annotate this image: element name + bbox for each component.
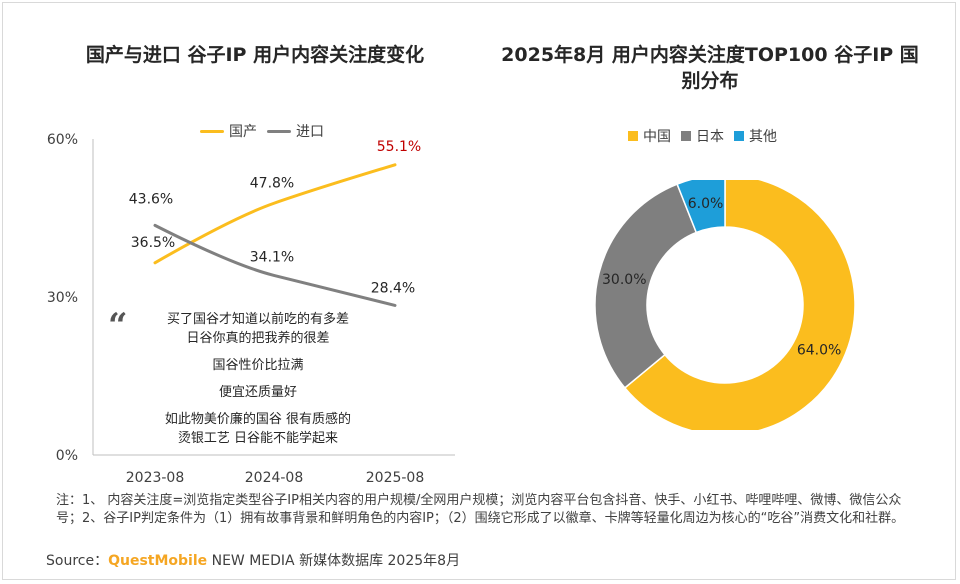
quote-line: 便宜还质量好 — [218, 385, 297, 400]
source-label: Source： — [46, 553, 109, 569]
quote-mark-icon: “ — [108, 306, 128, 346]
source-brand-logo: QuestMobile — [108, 553, 208, 569]
slice-label: 64.0% — [797, 342, 841, 358]
legend-label-imported: 进口 — [296, 124, 324, 140]
quote-group-4: 如此物美价廉的国谷 很有质感的 烫银工艺 日谷能不能学起来 — [108, 410, 408, 448]
legend-item-japan: 日本 — [681, 126, 724, 146]
quote-line: 买了国谷才知道以前吃的有多差 — [166, 312, 349, 327]
y-tick-label: 60% — [47, 132, 78, 148]
quote-line: 烫银工艺 日谷能不能学起来 — [177, 431, 339, 446]
legend-label-domestic: 国产 — [229, 124, 257, 140]
slice-label: 30.0% — [602, 272, 646, 288]
line-chart-legend: 国产 进口 — [200, 121, 334, 141]
data-label: 28.4% — [371, 280, 415, 296]
y-tick-label: 0% — [56, 448, 78, 464]
line-chart-title: 国产与进口 谷子IP 用户内容关注度变化 — [85, 44, 425, 66]
quote-line: 国谷性价比拉满 — [212, 358, 304, 373]
slice-japan — [594, 183, 698, 389]
slice-other — [676, 180, 726, 234]
data-label: 55.1% — [377, 139, 421, 155]
legend-swatch-china — [628, 131, 638, 141]
legend-swatch-other — [734, 131, 744, 141]
data-label: 36.5% — [131, 235, 175, 251]
legend-swatch-imported — [267, 129, 291, 133]
data-label: 34.1% — [250, 249, 294, 265]
series-line-imported — [153, 223, 397, 307]
line-chart-axes — [92, 139, 455, 456]
quote-line: 日谷你真的把我养的很差 — [186, 331, 330, 346]
legend-item-domestic: 国产 — [200, 121, 257, 141]
series-line-domestic — [153, 163, 397, 265]
legend-label-japan: 日本 — [696, 129, 724, 145]
slice-china — [623, 180, 856, 430]
legend-swatch-domestic — [200, 129, 224, 133]
x-tick-label: 2023-08 — [126, 470, 185, 486]
donut-chart-title: 2025年8月 用户内容关注度TOP100 谷子IP 国别分布 — [501, 44, 919, 92]
donut-chart-legend: 中国 日本 其他 — [628, 126, 787, 146]
x-tick-label: 2025-08 — [366, 470, 425, 486]
slice-label: 6.0% — [688, 196, 724, 212]
quote-group-1: 买了国谷才知道以前吃的有多差 日谷你真的把我养的很差 — [108, 310, 408, 348]
data-label: 43.6% — [129, 191, 173, 207]
legend-swatch-japan — [681, 131, 691, 141]
legend-label-other: 其他 — [749, 129, 777, 145]
donut-chart: 64.0% 30.0% 6.0% — [594, 180, 856, 430]
source-detail: NEW MEDIA 新媒体数据库 2025年8月 — [207, 553, 461, 569]
footnote: 注：1、 内容关注度=浏览指定类型谷子IP相关内容的用户规模/全网用户规模；浏览… — [56, 493, 905, 526]
source-line: Source：QuestMobile NEW MEDIA 新媒体数据库 2025… — [46, 550, 460, 570]
legend-item-china: 中国 — [628, 126, 671, 146]
line-chart: 60% 30% 0% 2023-08 2024-08 2025-08 36.5% 47.8… — [47, 132, 455, 486]
quote-line: 如此物美价廉的国谷 很有质感的 — [164, 412, 352, 427]
legend-label-china: 中国 — [643, 129, 671, 145]
x-tick-label: 2024-08 — [245, 470, 304, 486]
legend-item-imported: 进口 — [267, 121, 324, 141]
data-label: 47.8% — [250, 175, 294, 191]
legend-item-other: 其他 — [734, 126, 777, 146]
user-quotes: “ 买了国谷才知道以前吃的有多差 日谷你真的把我养的很差 国谷性价比拉满 便宜还… — [108, 306, 408, 448]
y-tick-label: 30% — [47, 290, 78, 306]
